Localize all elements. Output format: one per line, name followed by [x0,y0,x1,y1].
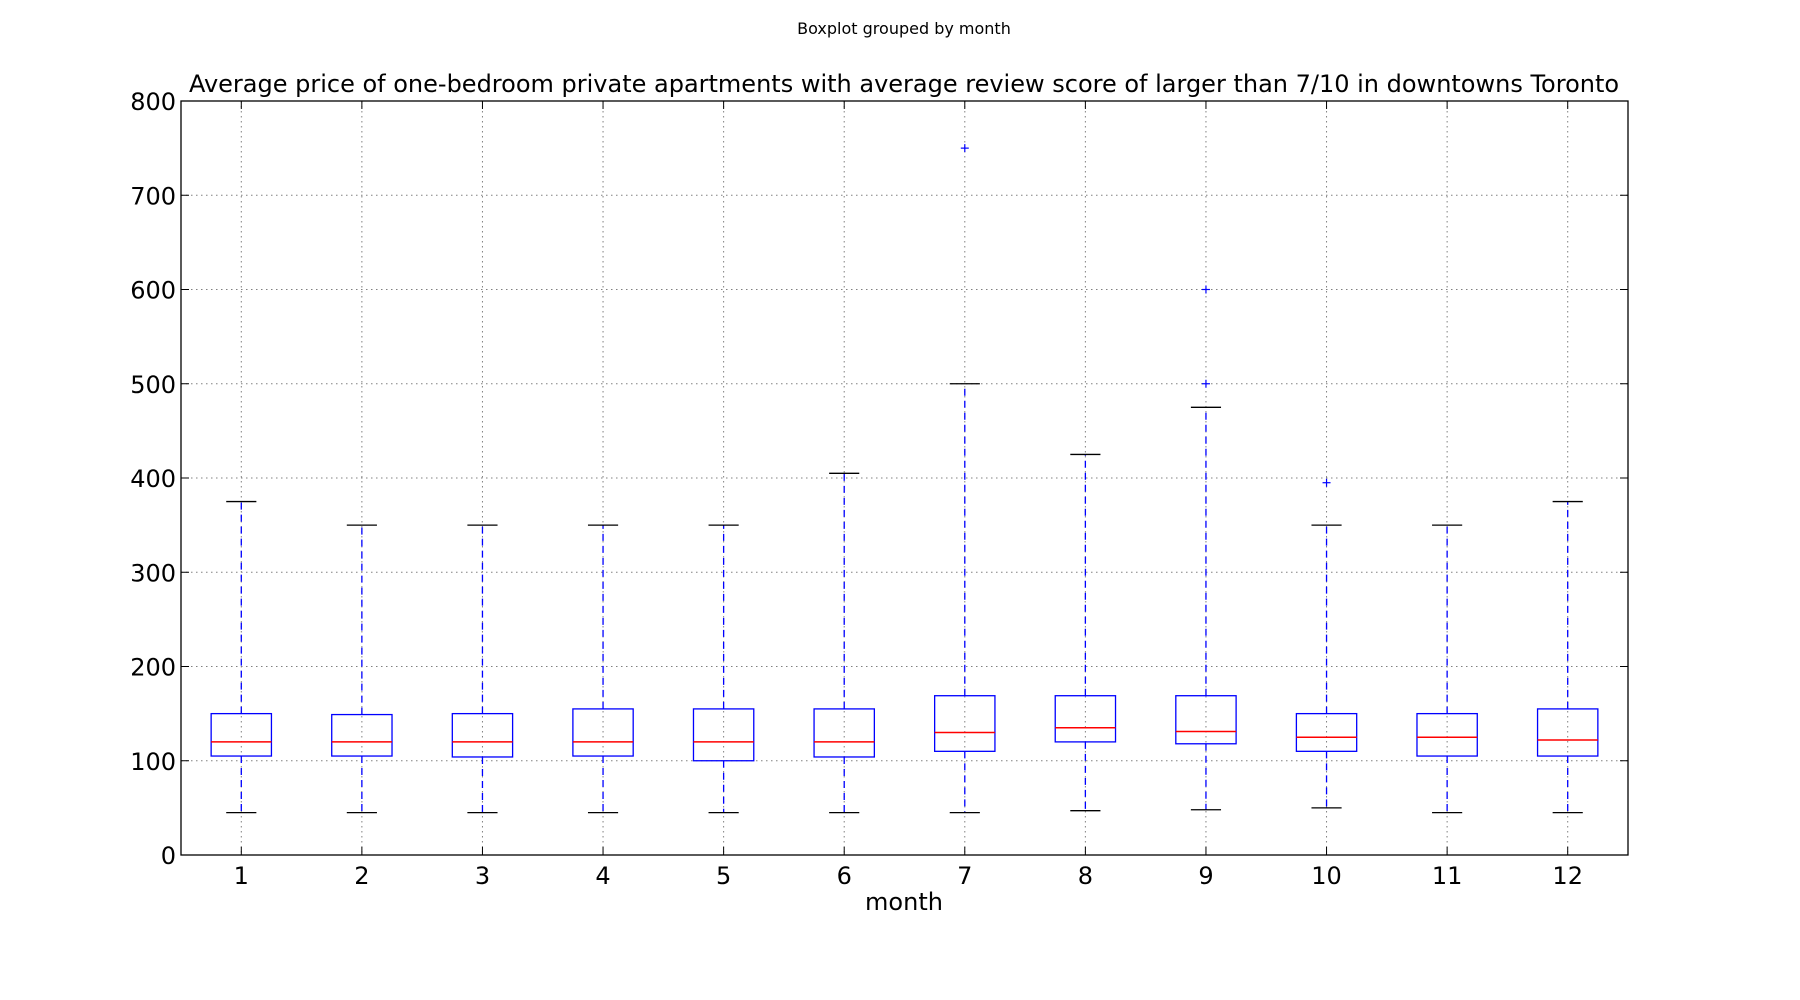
y-tick-label: 0 [161,842,176,870]
x-tick-label: 12 [1552,862,1583,890]
iqr-box [1536,708,1599,757]
iqr-box [572,708,634,757]
chart-title: Average price of one-bedroom private apa… [189,70,1619,98]
x-tick-label: 8 [1078,862,1093,890]
x-tick-label: 11 [1432,862,1463,890]
x-tick-label: 5 [716,862,731,890]
box-month-10 [1295,478,1358,809]
iqr-box [331,713,393,757]
box-month-6 [813,472,876,814]
y-tick-label: 300 [130,559,176,587]
x-tick-label: 10 [1311,862,1342,890]
x-tick-label: 3 [475,862,490,890]
plot-area-frame [180,100,1629,856]
iqr-box [1416,712,1478,757]
box-month-5 [692,524,755,814]
y-tick-label: 500 [130,371,176,399]
outlier-point [960,144,969,153]
box-month-8 [1054,453,1117,812]
iqr-box [1175,695,1237,745]
grid-lines [181,101,1628,855]
y-tick-label: 800 [130,88,176,116]
x-tick-label: 2 [354,862,369,890]
x-tick-label: 7 [957,862,972,890]
x-tick-label: 4 [595,862,610,890]
box-month-7 [933,144,996,814]
box-month-9 [1175,285,1237,811]
x-tick-label: 6 [837,862,852,890]
y-tick-label: 100 [130,748,176,776]
boxes [210,144,1599,814]
x-tick-label: 9 [1198,862,1213,890]
box-month-12 [1536,500,1599,814]
outlier-point [1201,379,1210,388]
outlier-point [1201,285,1210,294]
outlier-point [1322,478,1331,487]
iqr-box [813,708,876,758]
box-month-3 [451,524,514,814]
iqr-box [1054,695,1117,743]
iqr-box [692,708,755,762]
box-month-1 [210,500,273,814]
iqr-box [451,712,514,758]
y-tick-label: 600 [130,277,176,305]
box-month-11 [1416,524,1478,814]
y-tick-label: 200 [130,654,176,682]
figure-suptitle: Boxplot grouped by month [797,19,1011,38]
y-tick-label: 400 [130,465,176,493]
x-tick-label: 1 [234,862,249,890]
y-tick-label: 700 [130,182,176,210]
iqr-box [1295,712,1358,752]
box-month-4 [572,524,634,814]
iqr-box [210,712,273,757]
x-axis-label: month [865,888,943,916]
iqr-box [933,695,996,752]
box-month-2 [331,524,393,814]
